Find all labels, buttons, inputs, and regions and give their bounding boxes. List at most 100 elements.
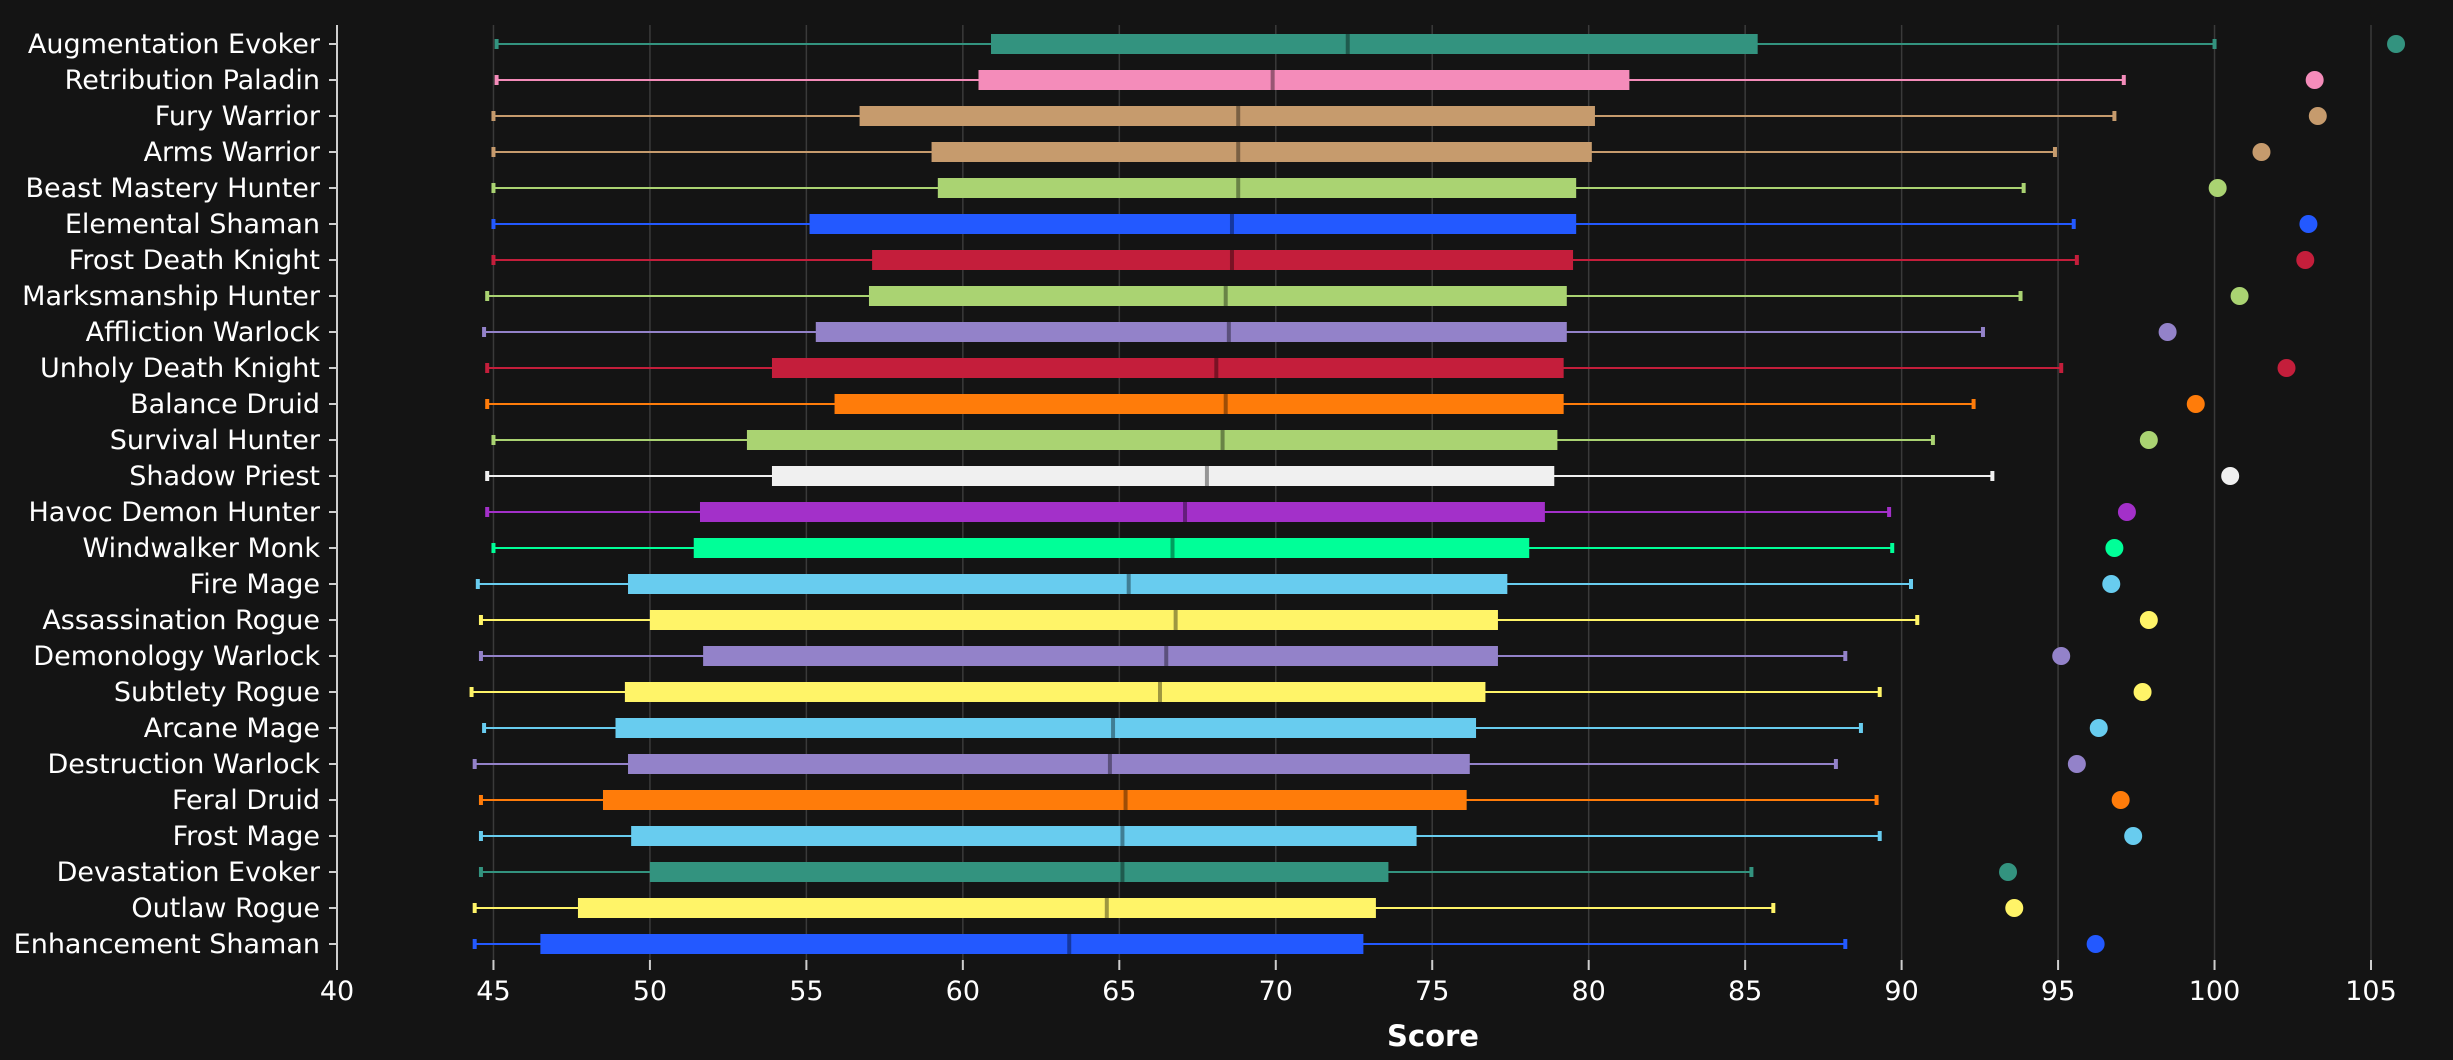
iqr-box bbox=[628, 754, 1470, 774]
median-marker bbox=[1345, 34, 1350, 54]
x-tick-label: 95 bbox=[2041, 976, 2075, 1007]
iqr-box bbox=[859, 106, 1595, 126]
median-marker bbox=[1126, 574, 1131, 594]
median-marker bbox=[1164, 646, 1169, 666]
plot-layer bbox=[469, 34, 2406, 954]
iqr-box bbox=[631, 826, 1417, 846]
median-marker bbox=[1104, 898, 1109, 918]
max-score-point bbox=[2111, 791, 2130, 809]
max-score-point bbox=[2305, 71, 2324, 89]
max-score-point bbox=[2005, 899, 2024, 917]
category-label: Balance Druid bbox=[130, 389, 320, 420]
median-marker bbox=[1067, 934, 1072, 954]
max-score-point bbox=[2102, 575, 2121, 593]
category-label: Unholy Death Knight bbox=[40, 353, 320, 384]
category-label: Frost Mage bbox=[173, 821, 320, 852]
iqr-box bbox=[703, 646, 1498, 666]
median-marker bbox=[1236, 142, 1241, 162]
max-score-point bbox=[2124, 827, 2143, 845]
category-label: Augmentation Evoker bbox=[28, 29, 321, 60]
median-marker bbox=[1120, 826, 1125, 846]
median-marker bbox=[1223, 394, 1228, 414]
max-score-point bbox=[2252, 143, 2271, 161]
iqr-box bbox=[615, 718, 1477, 738]
category-label: Subtlety Rogue bbox=[114, 677, 320, 708]
x-tick-label: 65 bbox=[1102, 976, 1136, 1007]
max-score-point bbox=[2387, 35, 2406, 53]
category-label: Outlaw Rogue bbox=[131, 893, 320, 924]
median-marker bbox=[1220, 430, 1225, 450]
iqr-box bbox=[978, 70, 1630, 90]
iqr-box bbox=[649, 610, 1498, 630]
iqr-box bbox=[815, 322, 1567, 342]
category-label: Demonology Warlock bbox=[33, 641, 320, 672]
x-tick-label: 70 bbox=[1259, 976, 1293, 1007]
iqr-box bbox=[931, 142, 1592, 162]
max-score-point bbox=[2089, 719, 2108, 737]
max-score-point bbox=[2296, 251, 2315, 269]
category-label: Frost Death Knight bbox=[69, 245, 320, 276]
iqr-box bbox=[834, 394, 1564, 414]
x-tick-label: 55 bbox=[789, 976, 823, 1007]
category-label: Retribution Paladin bbox=[65, 65, 320, 96]
x-tick-label: 50 bbox=[633, 976, 667, 1007]
median-marker bbox=[1183, 502, 1188, 522]
iqr-box bbox=[809, 214, 1577, 234]
iqr-box bbox=[602, 790, 1467, 810]
x-tick-label: 40 bbox=[320, 976, 354, 1007]
x-tick-label: 80 bbox=[1572, 976, 1606, 1007]
iqr-box bbox=[649, 862, 1389, 882]
max-score-point bbox=[2139, 431, 2158, 449]
max-score-point bbox=[2117, 503, 2136, 521]
x-tick-label: 100 bbox=[2189, 976, 2241, 1007]
median-marker bbox=[1214, 358, 1219, 378]
median-marker bbox=[1120, 862, 1125, 882]
axis-layer: 40 45 50 55 60 65 70 75 80 85 90 95 100 105 bbox=[320, 25, 2397, 1007]
label-layer: Augmentation Evoker Retribution Paladin Fu… bbox=[14, 29, 321, 960]
iqr-box bbox=[771, 466, 1555, 486]
iqr-box bbox=[693, 538, 1530, 558]
category-label: Fury Warrior bbox=[155, 101, 321, 132]
category-label: Assassination Rogue bbox=[42, 605, 320, 636]
iqr-box bbox=[624, 682, 1486, 702]
max-score-point bbox=[2105, 539, 2124, 557]
category-label: Arcane Mage bbox=[144, 713, 320, 744]
max-score-point bbox=[2067, 755, 2086, 773]
category-label: Arms Warrior bbox=[144, 137, 321, 168]
x-tick-label: 45 bbox=[476, 976, 510, 1007]
x-tick-label: 75 bbox=[1415, 976, 1449, 1007]
x-tick-label: 90 bbox=[1884, 976, 1918, 1007]
max-score-point bbox=[2221, 467, 2240, 485]
iqr-box bbox=[540, 934, 1364, 954]
x-tick-label: 85 bbox=[1728, 976, 1762, 1007]
max-score-point bbox=[2086, 935, 2105, 953]
category-label: Survival Hunter bbox=[110, 425, 321, 456]
iqr-box bbox=[991, 34, 1758, 54]
category-label: Windwalker Monk bbox=[82, 533, 320, 564]
median-marker bbox=[1236, 106, 1241, 126]
median-marker bbox=[1107, 754, 1112, 774]
x-axis-title: Score bbox=[1387, 1019, 1479, 1053]
median-marker bbox=[1204, 466, 1209, 486]
max-score-point bbox=[2277, 359, 2296, 377]
median-marker bbox=[1229, 250, 1234, 270]
median-marker bbox=[1157, 682, 1162, 702]
category-label: Destruction Warlock bbox=[47, 749, 320, 780]
max-score-point bbox=[2208, 179, 2227, 197]
iqr-box bbox=[699, 502, 1545, 522]
category-label: Feral Druid bbox=[172, 785, 320, 816]
category-label: Havoc Demon Hunter bbox=[28, 497, 320, 528]
median-marker bbox=[1173, 610, 1178, 630]
category-label: Affliction Warlock bbox=[86, 317, 321, 348]
category-label: Enhancement Shaman bbox=[14, 929, 320, 960]
median-marker bbox=[1236, 178, 1241, 198]
median-marker bbox=[1270, 70, 1275, 90]
max-score-point bbox=[2230, 287, 2249, 305]
category-label: Marksmanship Hunter bbox=[22, 281, 321, 312]
iqr-box bbox=[746, 430, 1558, 450]
max-score-point bbox=[2139, 611, 2158, 629]
iqr-box bbox=[872, 250, 1574, 270]
median-marker bbox=[1111, 718, 1116, 738]
